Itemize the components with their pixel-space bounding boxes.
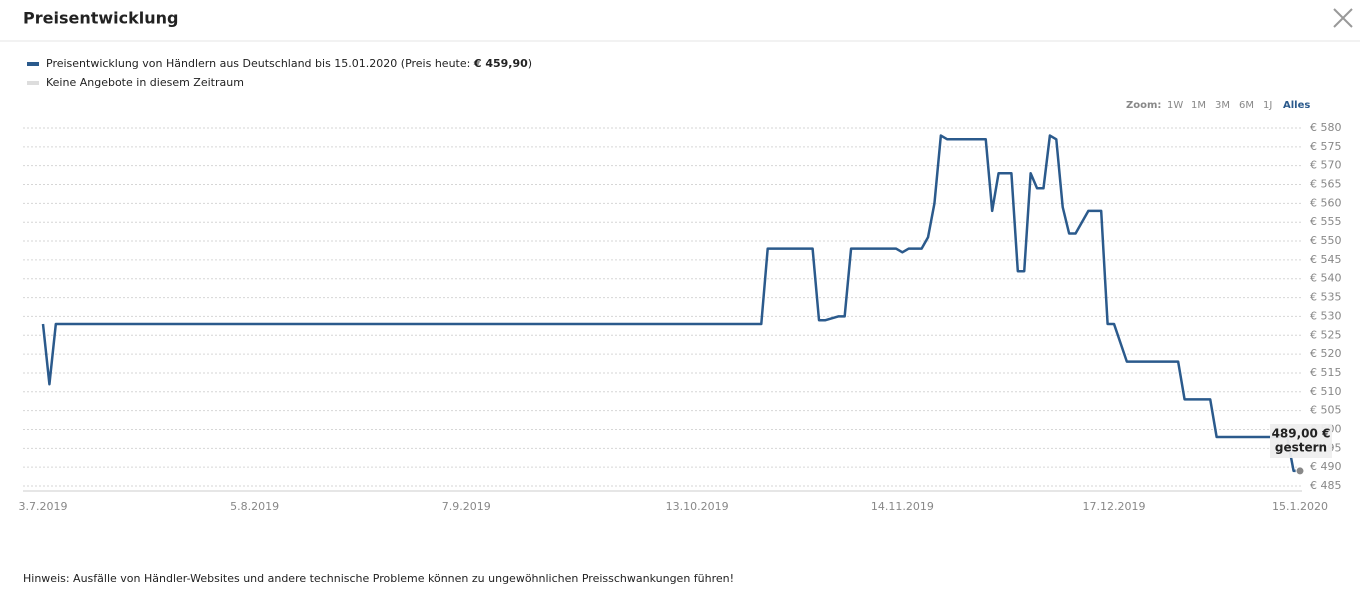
y-tick-label: € 485 [1310, 479, 1342, 492]
y-tick-label: € 565 [1310, 178, 1342, 191]
y-tick-label: € 545 [1310, 253, 1342, 266]
x-tick-label: 7.9.2019 [442, 500, 491, 513]
x-tick-label: 17.12.2019 [1083, 500, 1146, 513]
zoom-button[interactable]: 1J [1263, 100, 1272, 111]
y-tick-label: € 570 [1310, 159, 1342, 172]
y-tick-label: € 515 [1310, 366, 1342, 379]
y-tick-label: € 535 [1310, 291, 1342, 304]
y-tick-label: € 505 [1310, 404, 1342, 417]
footnote: Hinweis: Ausfälle von Händler-Websites u… [23, 572, 734, 585]
zoom-button[interactable]: 6M [1239, 100, 1254, 111]
y-tick-label: € 550 [1310, 234, 1342, 247]
tooltip-when: gestern [1275, 441, 1327, 455]
last-point [1295, 466, 1305, 476]
y-tick-label: € 530 [1310, 309, 1342, 322]
zoom-button[interactable]: 3M [1215, 100, 1230, 111]
legend-swatch [27, 81, 39, 85]
y-tick-label: € 510 [1310, 385, 1342, 398]
zoom-label: Zoom: [1126, 100, 1161, 111]
tooltip-box [1270, 424, 1332, 458]
legend-swatch [27, 62, 39, 66]
close-icon[interactable] [1333, 8, 1353, 28]
y-tick-label: € 575 [1310, 140, 1342, 153]
zoom-button[interactable]: Alles [1283, 100, 1310, 111]
tooltip-price: 489,00 € [1272, 427, 1331, 441]
y-tick-label: € 540 [1310, 272, 1342, 285]
close-button[interactable] [1328, 5, 1356, 33]
y-tick-label: € 490 [1310, 460, 1342, 473]
zoom-button[interactable]: 1M [1191, 100, 1206, 111]
x-tick-label: 14.11.2019 [871, 500, 934, 513]
y-tick-label: € 580 [1310, 121, 1342, 134]
y-tick-label: € 525 [1310, 328, 1342, 341]
price-line [41, 134, 1300, 473]
x-tick-label: 15.1.2020 [1272, 500, 1328, 513]
zoom-button[interactable]: 1W [1167, 100, 1183, 111]
dialog-title: Preisentwicklung [23, 9, 178, 28]
x-tick-label: 13.10.2019 [666, 500, 729, 513]
y-tick-label: € 555 [1310, 215, 1342, 228]
legend-text: Preisentwicklung von Händlern aus Deutsc… [46, 57, 532, 70]
y-tick-label: € 520 [1310, 347, 1342, 360]
y-tick-label: € 560 [1310, 196, 1342, 209]
x-tick-label: 3.7.2019 [19, 500, 68, 513]
legend-text: Keine Angebote in diesem Zeitraum [46, 76, 244, 89]
x-tick-label: 5.8.2019 [230, 500, 279, 513]
